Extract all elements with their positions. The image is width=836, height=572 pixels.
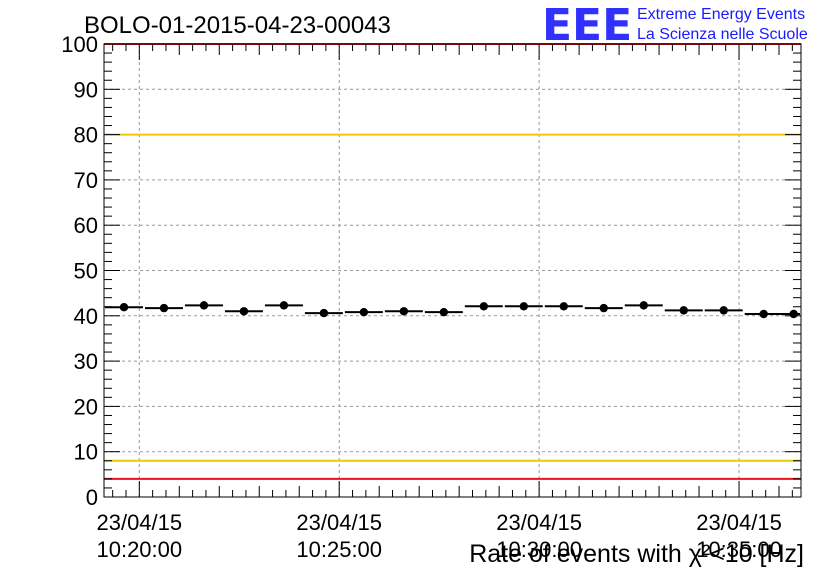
data-point [719, 306, 728, 315]
data-point [679, 306, 688, 315]
x-axis-label: Rate of events with χ²<10 [Hz] [469, 540, 804, 568]
y-tick-label: 40 [74, 304, 98, 329]
x-tick-label-time: 10:35:00 [696, 537, 782, 562]
y-tick-label: 90 [74, 77, 98, 102]
y-tick-label: 80 [74, 123, 98, 148]
data-point [279, 301, 289, 310]
data-point [599, 303, 608, 313]
data-point [399, 307, 409, 316]
y-tick-label: 20 [74, 394, 98, 419]
x-tick-label-time: 10:20:00 [96, 537, 182, 562]
reference-lines [104, 43, 801, 480]
data-point [519, 302, 528, 311]
data-point [359, 307, 369, 317]
plot-frame [103, 43, 802, 498]
y-tick-label: 10 [74, 440, 98, 465]
logo-line1: Extreme Energy Events [637, 6, 805, 23]
data-point [559, 302, 568, 311]
y-tick-label: 0 [86, 485, 98, 510]
x-tick-label-time: 10:25:00 [296, 537, 382, 562]
y-tick-label: 60 [74, 213, 98, 238]
x-axis: 23/04/1510:20:0023/04/1510:25:0023/04/15… [96, 44, 793, 562]
data-point [639, 301, 648, 310]
data-point [479, 302, 489, 311]
data-point [159, 303, 169, 313]
logo-mark: EEE [542, 0, 632, 51]
y-tick-label: 50 [74, 259, 98, 284]
y-axis: 0 10 20 30 40 50 60 70 80 90 100 [61, 32, 801, 510]
x-tick-label-time: 10:30:00 [496, 537, 582, 562]
data-points [105, 301, 800, 319]
grid-lines [104, 44, 801, 497]
data-point [119, 302, 129, 312]
x-tick-label-date: 23/04/15 [496, 510, 582, 535]
data-point [789, 309, 798, 319]
data-point [439, 307, 449, 317]
data-point [239, 307, 249, 316]
y-tick-label: 100 [61, 32, 98, 57]
y-tick-label: 70 [74, 168, 98, 193]
y-tick-label: 30 [74, 349, 98, 374]
x-tick-label-date: 23/04/15 [96, 510, 182, 535]
eee-logo: EEE Extreme Energy Events La Scienza nel… [542, 0, 808, 51]
x-tick-label-date: 23/04/15 [296, 510, 382, 535]
data-point [199, 301, 209, 310]
chart-title: BOLO-01-2015-04-23-00043 [84, 12, 391, 39]
x-tick-label-date: 23/04/15 [696, 510, 782, 535]
data-point [759, 309, 768, 319]
data-point [319, 308, 329, 318]
logo-line2: La Scienza nelle Scuole [637, 26, 808, 43]
